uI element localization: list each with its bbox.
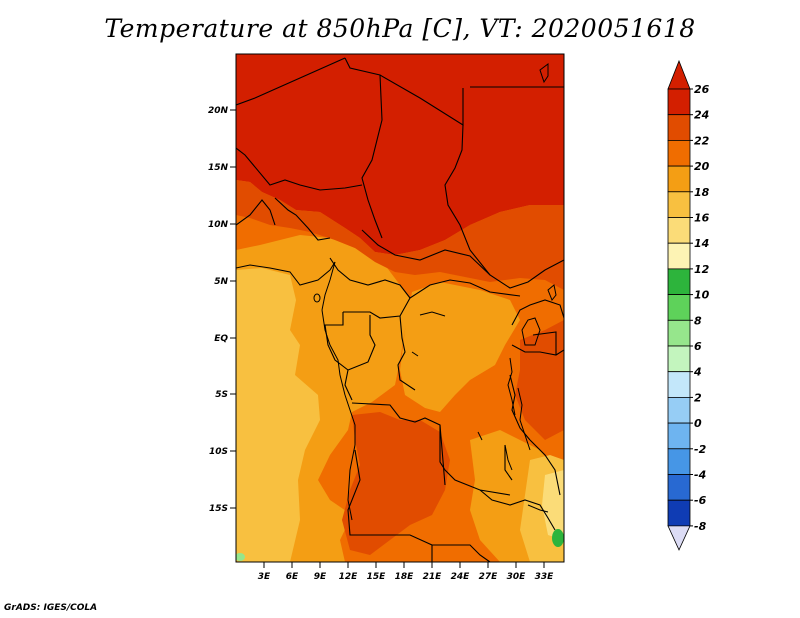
lat-label: EQ <box>214 334 228 344</box>
lon-label: 12E <box>339 572 359 582</box>
colorbar-segment <box>667 345 691 373</box>
colorbar-segment <box>667 242 691 270</box>
colorbar-label: 6 <box>694 340 702 353</box>
colorbar-label: 10 <box>694 289 710 302</box>
lat-label: 15N <box>208 163 229 173</box>
lat-label: 15S <box>209 504 228 514</box>
lon-label: 6E <box>286 572 299 582</box>
lon-label: 30E <box>507 572 527 582</box>
colorbar-label: 16 <box>694 212 710 225</box>
colorbar-top-arrow <box>667 59 691 90</box>
colorbar-label: 18 <box>694 186 710 199</box>
grads-credit: GrADS: IGES/COLA <box>4 603 98 613</box>
colorbar-segment <box>667 448 691 475</box>
chart-title: Temperature at 850hPa [C], VT: 202005161… <box>104 14 696 43</box>
field-22-24-band <box>236 180 564 290</box>
colorbar-label: 20 <box>694 160 710 173</box>
colorbar-segment <box>667 396 691 424</box>
lat-label: 10N <box>208 220 229 230</box>
colorbar-bottom-arrow <box>667 525 691 551</box>
lat-label: 20N <box>208 106 229 116</box>
lon-label: 3E <box>258 572 271 582</box>
colorbar-segment <box>667 165 691 193</box>
lakes-coastlines <box>236 63 557 521</box>
field-22-24-south <box>342 412 450 555</box>
colorbar-segment <box>667 474 691 501</box>
colorbar-label: 26 <box>694 83 710 96</box>
colorbar-label: 24 <box>694 109 709 122</box>
field-16-18-ocean-south <box>240 470 285 562</box>
colorbar-label: 12 <box>694 263 710 276</box>
colorbar-segment <box>667 371 691 398</box>
colorbar-segment <box>667 217 691 244</box>
colorbar-segment <box>667 319 691 347</box>
colorbar-segment <box>667 422 691 450</box>
lon-label: 33E <box>535 572 555 582</box>
colorbar-segment <box>667 139 691 167</box>
lon-label: 15E <box>367 572 387 582</box>
colorbar-label: 0 <box>694 417 702 430</box>
country-borders <box>236 57 564 562</box>
colorbar-segment <box>667 294 691 321</box>
colorbar-label: 8 <box>694 314 702 327</box>
colorbar-label: -6 <box>694 494 707 507</box>
lon-label: 27E <box>479 572 499 582</box>
lon-label: 21E <box>423 572 443 582</box>
lon-axis: 3E 6E 9E 12E 15E 18E 21E 24E 27E 30E 33E <box>258 562 554 582</box>
colorbar-segment <box>667 88 691 116</box>
lat-label: 5N <box>214 277 228 287</box>
colorbar-segment <box>667 268 691 295</box>
colorbar-segment <box>667 191 691 218</box>
lat-axis: 20N 15N 10N 5N EQ 5S 10S 15S <box>208 106 236 514</box>
colorbar-label: 2 <box>694 391 702 404</box>
field-24-26-north <box>236 54 564 255</box>
colorbar-label: -4 <box>694 469 706 482</box>
lat-label: 5S <box>215 390 228 400</box>
lon-label: 18E <box>395 572 415 582</box>
colorbar-segment <box>667 499 691 527</box>
temperature-field <box>236 54 564 562</box>
lon-label: 9E <box>314 572 327 582</box>
field-18-20-congo <box>400 282 520 412</box>
field-22-24-east <box>515 320 564 440</box>
colorbar-label: 4 <box>693 366 702 379</box>
colorbar-label: -2 <box>694 443 707 456</box>
field-cool-patch-east <box>552 529 564 547</box>
field-cool-patch-sw <box>236 553 245 561</box>
colorbar-segment <box>667 114 691 141</box>
colorbar-label: -8 <box>694 520 707 533</box>
map-frame <box>235 53 565 563</box>
lon-label: 24E <box>451 572 471 582</box>
colorbar-label: 14 <box>694 237 709 250</box>
lat-label: 10S <box>209 447 228 457</box>
colorbar-label: 22 <box>694 134 710 147</box>
